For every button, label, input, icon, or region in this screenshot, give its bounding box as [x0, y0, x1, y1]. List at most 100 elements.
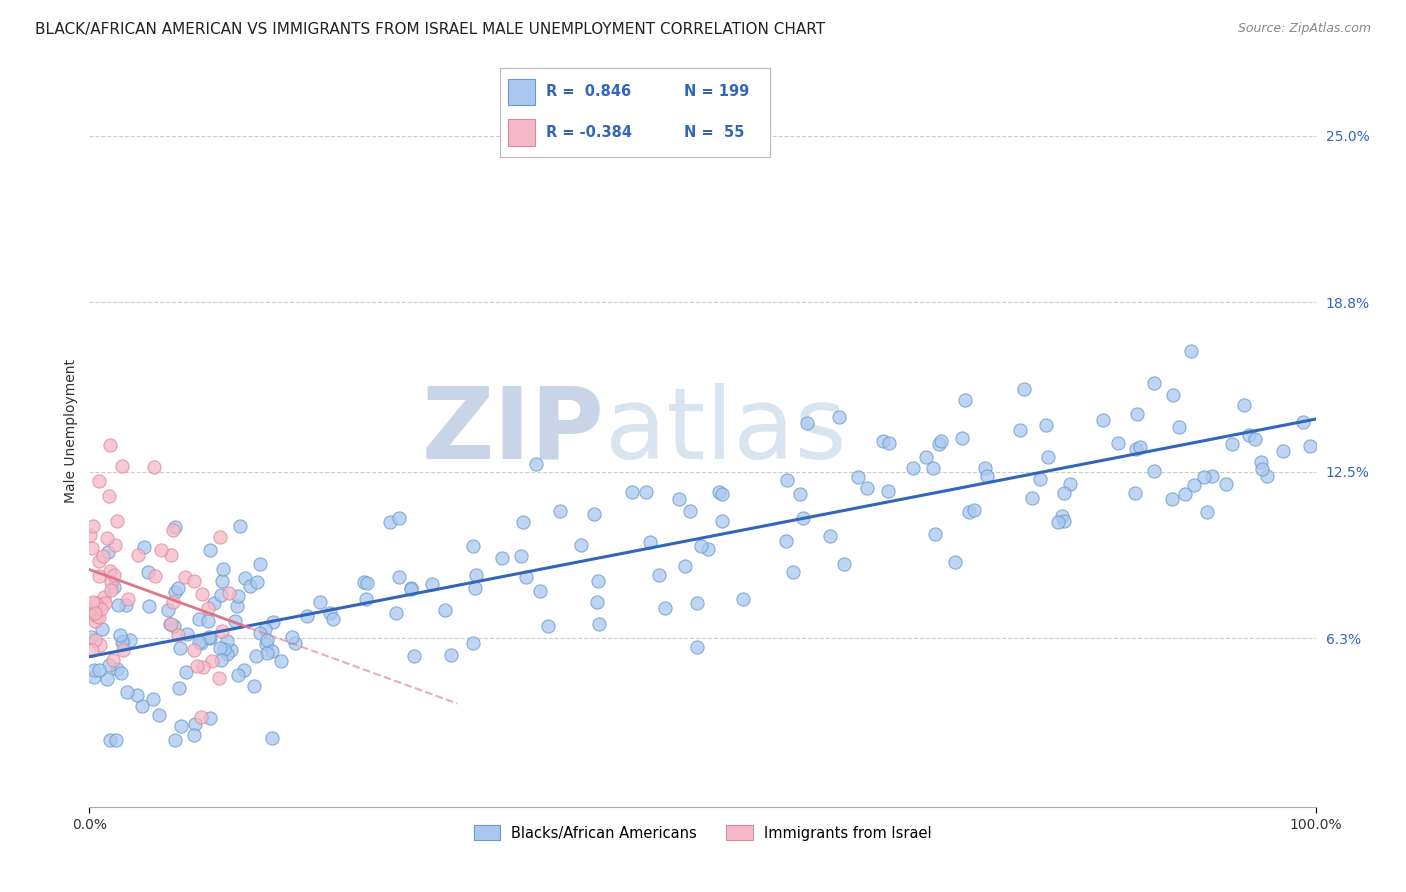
Point — [93, 590, 115, 604]
Point — [138, 599, 160, 614]
Point — [184, 716, 207, 731]
Point — [711, 515, 734, 529]
Point — [84, 614, 107, 628]
Point — [924, 527, 946, 541]
Point — [191, 659, 214, 673]
Point — [696, 542, 718, 557]
Point — [420, 577, 443, 591]
Point — [928, 437, 950, 451]
Point — [165, 585, 187, 599]
Point — [157, 602, 180, 616]
Point — [162, 523, 184, 537]
Point — [89, 638, 111, 652]
Point — [353, 574, 375, 589]
Point — [98, 564, 121, 578]
Point — [104, 733, 127, 747]
Point — [582, 507, 605, 521]
Point — [80, 630, 103, 644]
Point — [1233, 398, 1256, 412]
Point — [1201, 469, 1223, 483]
Point — [103, 568, 125, 582]
Point — [1168, 420, 1191, 434]
Point — [208, 641, 231, 656]
Point — [100, 582, 122, 597]
Point — [169, 640, 191, 655]
Point — [262, 615, 284, 629]
Point — [209, 588, 232, 602]
Point — [673, 559, 696, 574]
Point — [110, 665, 132, 680]
Text: BLACK/AFRICAN AMERICAN VS IMMIGRANTS FROM ISRAEL MALE UNEMPLOYMENT CORRELATION C: BLACK/AFRICAN AMERICAN VS IMMIGRANTS FRO… — [35, 22, 825, 37]
Point — [183, 642, 205, 657]
Point — [1161, 491, 1184, 506]
Point — [876, 484, 898, 499]
Point — [879, 436, 901, 450]
Point — [463, 539, 485, 553]
Point — [245, 649, 267, 664]
Point — [262, 731, 284, 745]
Point — [125, 688, 148, 702]
Point — [239, 578, 262, 592]
Point — [1174, 487, 1197, 501]
Point — [80, 643, 103, 657]
Point — [112, 642, 135, 657]
Point — [176, 627, 198, 641]
Point — [775, 473, 797, 487]
Point — [159, 617, 181, 632]
Point — [131, 699, 153, 714]
Point — [318, 606, 340, 620]
Point — [322, 611, 344, 625]
Point — [668, 491, 690, 506]
Point — [654, 600, 676, 615]
Point — [198, 631, 221, 645]
Point — [163, 733, 186, 747]
Point — [1143, 376, 1166, 391]
Point — [89, 610, 111, 624]
Point — [270, 654, 292, 668]
Point — [921, 461, 943, 475]
Point — [388, 511, 411, 525]
Point — [962, 502, 984, 516]
Point — [83, 633, 105, 648]
Point — [465, 567, 488, 582]
Point — [183, 574, 205, 588]
Point — [402, 648, 425, 663]
Point — [87, 553, 110, 567]
Point — [828, 410, 851, 425]
Point — [1250, 462, 1272, 476]
Point — [235, 571, 257, 585]
Point — [209, 653, 232, 667]
Point — [943, 555, 966, 569]
Point — [950, 431, 973, 445]
Point — [512, 515, 534, 529]
Point — [1035, 417, 1057, 432]
Point — [295, 609, 318, 624]
Point — [107, 599, 129, 613]
Point — [83, 663, 105, 677]
Point — [103, 581, 125, 595]
Point — [356, 575, 378, 590]
Point — [856, 481, 879, 495]
Point — [97, 490, 120, 504]
Point — [174, 665, 197, 679]
Point — [509, 549, 531, 564]
Point — [388, 570, 411, 584]
Point — [215, 634, 238, 648]
Point — [201, 654, 224, 668]
Point — [232, 663, 254, 677]
Point — [1126, 407, 1149, 421]
Point — [94, 596, 117, 610]
Point — [98, 733, 121, 747]
Point — [212, 642, 235, 657]
Point — [134, 540, 156, 554]
Point — [308, 594, 330, 608]
Point — [79, 603, 101, 617]
Point — [212, 562, 235, 576]
Point — [1237, 427, 1260, 442]
Point — [354, 592, 377, 607]
Point — [79, 527, 101, 541]
Point — [249, 626, 271, 640]
Point — [142, 460, 165, 475]
Point — [1008, 423, 1031, 437]
Point — [188, 612, 211, 626]
